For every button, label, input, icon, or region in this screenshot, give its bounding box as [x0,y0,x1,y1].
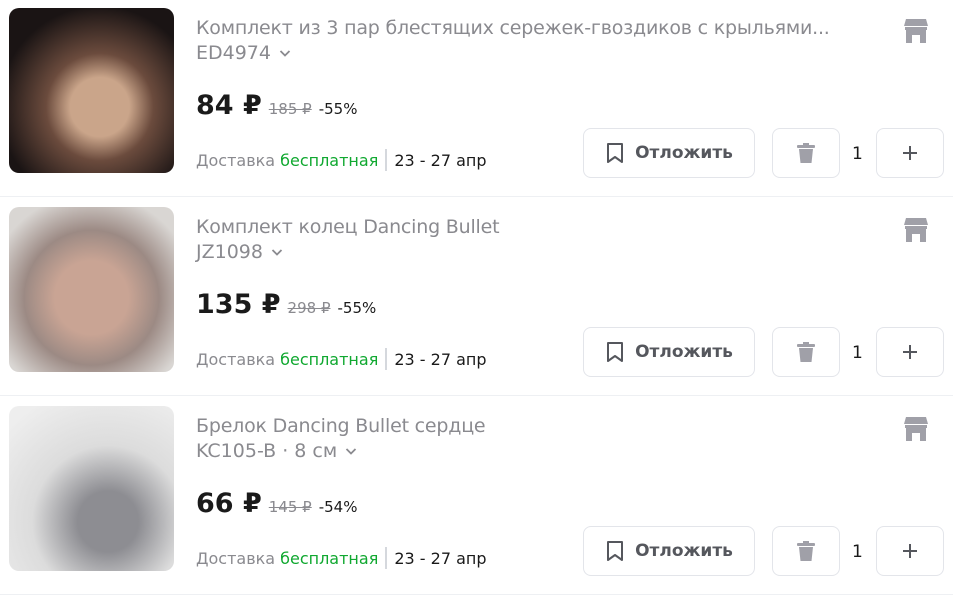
trash-icon [797,541,815,561]
divider [385,149,388,171]
save-for-later-button[interactable]: Отложить [583,526,755,576]
delivery-date: 23 - 27 апр [394,349,487,369]
delete-button[interactable] [772,327,840,377]
chevron-down-icon [279,50,291,57]
product-title[interactable]: Брелок Dancing Bullet сердце [196,415,486,437]
row-divider [0,594,953,595]
price-block: 66 ₽ 145 ₽ -54% [196,488,357,519]
chevron-down-icon [346,448,357,455]
delivery-info: Доставка бесплатная 23 - 27 апр [196,348,487,370]
row-divider [0,395,953,396]
delivery-label: Доставка [196,349,276,369]
product-image[interactable] [9,8,174,173]
delivery-label: Доставка [196,548,276,568]
old-price: 298 ₽ [287,299,331,317]
bookmark-icon [607,541,624,561]
delivery-info: Доставка бесплатная 23 - 27 апр [196,547,487,569]
current-price: 84 ₽ [196,90,262,121]
plus-icon [903,345,917,359]
variant-label: ED4974 [196,42,271,64]
delivery-date: 23 - 27 апр [394,548,487,568]
save-label: Отложить [635,143,733,163]
row-divider [0,196,953,197]
delivery-info: Доставка бесплатная 23 - 27 апр [196,149,487,171]
delivery-type: бесплатная [280,150,379,170]
delivery-label: Доставка [196,150,276,170]
current-price: 135 ₽ [196,289,281,320]
plus-icon [903,544,917,558]
cart-item: Брелок Dancing Bullet сердце KC105-B · 8… [0,406,953,605]
discount: -55% [318,100,358,118]
divider [385,348,388,370]
save-for-later-button[interactable]: Отложить [583,128,755,178]
delivery-type: бесплатная [280,349,379,369]
delete-button[interactable] [772,526,840,576]
cart-item: Комплект колец Dancing Bullet JZ1098 135… [0,207,953,406]
increase-quantity-button[interactable] [876,128,944,178]
old-price: 145 ₽ [268,498,312,516]
delivery-type: бесплатная [280,548,379,568]
product-image[interactable] [9,406,174,571]
bookmark-icon [607,143,624,163]
old-price: 185 ₽ [268,100,312,118]
save-label: Отложить [635,541,733,561]
variant-label: JZ1098 [196,241,263,263]
variant-selector[interactable]: KC105-B · 8 см [196,440,359,462]
variant-selector[interactable]: JZ1098 [196,241,285,263]
chevron-down-icon [271,249,283,256]
quantity-value[interactable]: 1 [852,144,863,164]
product-title[interactable]: Комплект колец Dancing Bullet [196,216,500,238]
price-block: 84 ₽ 185 ₽ -55% [196,90,357,121]
store-icon[interactable] [902,16,930,44]
plus-icon [903,146,917,160]
price-block: 135 ₽ 298 ₽ -55% [196,289,376,320]
increase-quantity-button[interactable] [876,526,944,576]
product-title[interactable]: Комплект из 3 пар блестящих сережек-гвоз… [196,17,830,39]
increase-quantity-button[interactable] [876,327,944,377]
discount: -55% [337,299,377,317]
cart-item: Комплект из 3 пар блестящих сережек-гвоз… [0,8,953,207]
store-icon[interactable] [902,215,930,243]
quantity-value[interactable]: 1 [852,542,863,562]
product-image[interactable] [9,207,174,372]
divider [385,547,388,569]
save-for-later-button[interactable]: Отложить [583,327,755,377]
delete-button[interactable] [772,128,840,178]
save-label: Отложить [635,342,733,362]
trash-icon [797,143,815,163]
trash-icon [797,342,815,362]
quantity-value[interactable]: 1 [852,343,863,363]
store-icon[interactable] [902,414,930,442]
variant-label: KC105-B · 8 см [196,440,338,462]
bookmark-icon [607,342,624,362]
discount: -54% [318,498,358,516]
variant-selector[interactable]: ED4974 [196,42,293,64]
current-price: 66 ₽ [196,488,262,519]
delivery-date: 23 - 27 апр [394,150,487,170]
